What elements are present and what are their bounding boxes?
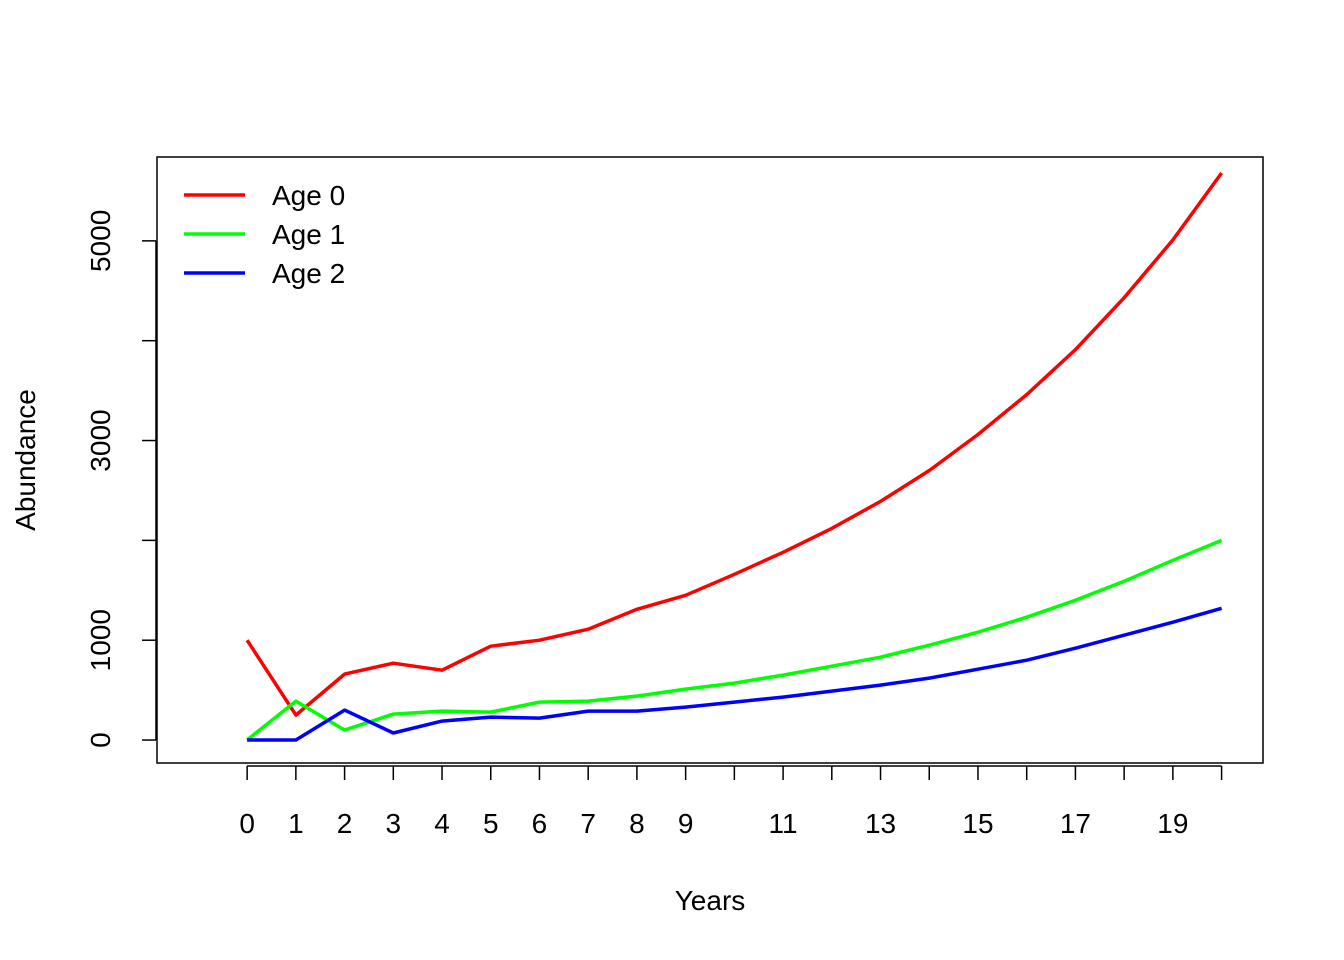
legend: Age 0 Age 1 Age 2: [184, 180, 345, 289]
x-tick-label: 2: [337, 808, 353, 839]
legend-label: Age 2: [272, 258, 345, 289]
series-line-age-1: [246, 538, 1223, 742]
plot-frame: [156, 156, 1264, 764]
y-tick-label: 5000: [85, 210, 116, 272]
y-tick-label: 1000: [85, 609, 116, 671]
x-axis-label: Years: [675, 885, 746, 916]
y-axis-label: Abundance: [10, 389, 41, 531]
x-tick-label: 3: [386, 808, 402, 839]
legend-label: Age 0: [272, 180, 345, 211]
x-tick-label: 13: [865, 808, 896, 839]
y-tick-label: 0: [85, 732, 116, 748]
series-line-age-0: [245, 171, 1224, 717]
x-tick-label: 6: [532, 808, 548, 839]
series-layer: [245, 171, 1224, 742]
y-axis: 0 1000 3000 5000: [85, 210, 157, 748]
series-line-age-2: [247, 606, 1223, 742]
x-tick-label: 11: [769, 808, 798, 839]
x-tick-label: 15: [962, 808, 993, 839]
x-tick-label: 8: [629, 808, 645, 839]
x-tick-label: 0: [239, 808, 255, 839]
y-tick-label: 3000: [85, 409, 116, 471]
x-tick-label: 4: [434, 808, 450, 839]
x-tick-label: 17: [1060, 808, 1091, 839]
x-axis: 0 1 2 3 4 5 6 7 8 9 11 13 15 17 19: [239, 765, 1223, 839]
x-tick-label: 7: [580, 808, 596, 839]
legend-label: Age 1: [272, 219, 345, 250]
x-tick-label: 5: [483, 808, 499, 839]
x-tick-label: 19: [1157, 808, 1188, 839]
x-tick-label: 1: [288, 808, 304, 839]
x-tick-label: 9: [678, 808, 694, 839]
